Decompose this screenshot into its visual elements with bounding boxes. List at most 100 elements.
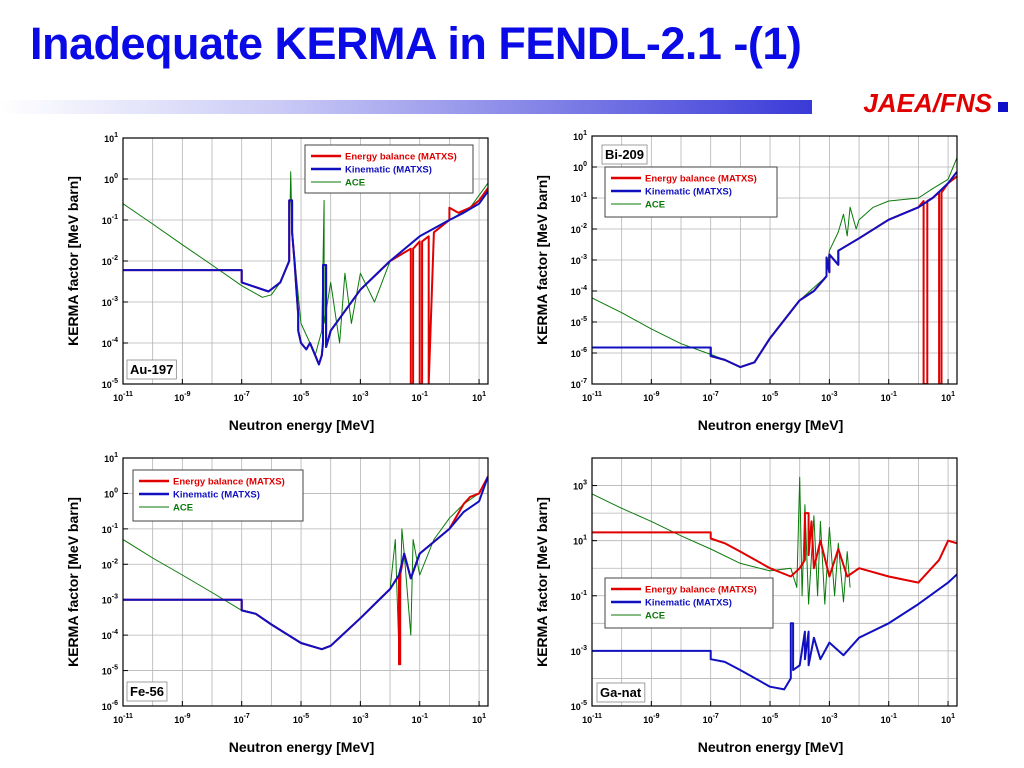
x-tick-label: 10-1 <box>881 391 897 403</box>
y-axis-title: KERMA factor [MeV barn] <box>534 497 550 667</box>
x-tick-label: 10-7 <box>703 713 719 725</box>
legend-entry: Energy balance (MATXS) <box>345 152 457 163</box>
x-tick-label: 10-9 <box>643 391 659 403</box>
x-tick-label: 10-1 <box>412 391 428 403</box>
y-tick-label: 10-4 <box>102 629 118 641</box>
y-tick-label: 10-1 <box>102 523 118 535</box>
chart-legend: Energy balance (MATXS) Kinematic (MATXS) A… <box>604 577 774 629</box>
nuclide-label-box <box>601 144 648 165</box>
y-tick-label: 101 <box>573 535 587 547</box>
x-tick-label: 101 <box>472 713 486 725</box>
x-tick-label: 10-7 <box>234 713 250 725</box>
plot-frame <box>122 457 489 707</box>
y-tick-label: 10-7 <box>571 378 587 390</box>
legend-entry: Energy balance (MATXS) <box>645 585 757 596</box>
nuclide-label: Bi-209 <box>605 147 644 162</box>
y-tick-label: 100 <box>104 173 118 185</box>
legend-entry: Kinematic (MATXS) <box>645 187 732 198</box>
x-tick-label: 10-11 <box>582 391 602 403</box>
y-axis-title: KERMA factor [MeV barn] <box>65 497 81 667</box>
y-tick-label: 10-1 <box>571 590 587 602</box>
nuclide-label: Fe-56 <box>130 684 164 699</box>
legend-entry: ACE <box>173 503 193 514</box>
y-tick-label: 101 <box>573 130 587 142</box>
series-line-kinematic-matxs <box>123 190 488 366</box>
y-tick-label: 10-5 <box>102 378 118 390</box>
y-tick-label: 100 <box>104 487 118 499</box>
x-axis-title: Neutron energy [MeV] <box>229 417 374 433</box>
x-tick-label: 101 <box>941 713 955 725</box>
nuclide-label-box <box>126 359 177 380</box>
legend-box <box>604 577 774 629</box>
legend-entry: ACE <box>345 178 365 189</box>
series-line-ace <box>592 157 957 368</box>
y-axis-title: KERMA factor [MeV barn] <box>65 176 81 346</box>
organization-label: JAEA/FNS <box>863 88 992 118</box>
y-tick-label: 10-3 <box>571 645 587 657</box>
legend-entry: ACE <box>645 200 665 211</box>
title-underline-bar <box>0 100 812 114</box>
x-tick-label: 10-1 <box>881 713 897 725</box>
y-tick-label: 10-3 <box>102 594 118 606</box>
plot-frame <box>122 137 489 385</box>
kerma-chart-au-197: 10-11 10-9 10-7 10-5 10-3 10-1 101 10-5 10-4 10-3… <box>65 132 489 433</box>
plot-frame <box>591 135 958 385</box>
x-axis-title: Neutron energy [MeV] <box>698 739 843 755</box>
x-tick-label: 10-5 <box>293 391 309 403</box>
x-tick-label: 10-3 <box>352 713 368 725</box>
y-tick-label: 10-4 <box>102 337 118 349</box>
x-tick-label: 10-11 <box>113 713 133 725</box>
y-tick-label: 10-5 <box>571 700 587 712</box>
y-tick-label: 10-3 <box>571 254 587 266</box>
y-tick-label: 103 <box>573 480 587 492</box>
y-tick-label: 10-1 <box>102 214 118 226</box>
legend-box <box>132 469 304 522</box>
y-tick-label: 100 <box>573 161 587 173</box>
legend-entry: Energy balance (MATXS) <box>645 174 757 185</box>
kerma-chart-ga-nat: 10-11 10-9 10-7 10-5 10-3 10-1 101 10-5 10-3 10-1… <box>534 457 958 755</box>
y-tick-label: 10-5 <box>571 316 587 328</box>
y-tick-label: 10-3 <box>102 296 118 308</box>
legend-entry: Kinematic (MATXS) <box>645 598 732 609</box>
nuclide-label: Au-197 <box>130 362 173 377</box>
x-tick-label: 10-9 <box>643 713 659 725</box>
x-tick-label: 10-9 <box>174 713 190 725</box>
x-tick-label: 10-5 <box>762 713 778 725</box>
nuclide-label-box <box>126 681 168 702</box>
x-tick-label: 10-5 <box>293 713 309 725</box>
x-tick-label: 101 <box>941 391 955 403</box>
legend-entry: Energy balance (MATXS) <box>173 477 285 488</box>
y-tick-label: 10-2 <box>571 223 587 235</box>
x-tick-label: 10-7 <box>234 391 250 403</box>
series-line-kinematic-matxs <box>592 171 957 369</box>
y-tick-label: 101 <box>104 452 118 464</box>
x-tick-label: 10-3 <box>352 391 368 403</box>
x-tick-label: 10-3 <box>821 391 837 403</box>
x-axis-title: Neutron energy [MeV] <box>229 739 374 755</box>
square-bullet-icon <box>998 102 1008 112</box>
x-tick-label: 10-7 <box>703 391 719 403</box>
legend-entry: Kinematic (MATXS) <box>173 490 260 501</box>
x-tick-label: 10-11 <box>113 391 133 403</box>
x-tick-label: 10-1 <box>412 713 428 725</box>
nuclide-label: Ga-nat <box>600 685 642 700</box>
y-tick-label: 10-5 <box>102 665 118 677</box>
y-tick-label: 10-6 <box>571 347 587 359</box>
series-line-energy-balance-matxs <box>592 512 957 584</box>
y-tick-label: 10-6 <box>102 700 118 712</box>
y-tick-label: 10-1 <box>571 192 587 204</box>
series-line-ace <box>123 171 488 356</box>
slide-title: Inadequate KERMA in FENDL-2.1 -(1) <box>30 18 802 69</box>
chart-legend: Energy balance (MATXS) Kinematic (MATXS) A… <box>132 469 304 522</box>
x-tick-label: 10-9 <box>174 391 190 403</box>
y-tick-label: 101 <box>104 132 118 144</box>
series-line-kinematic-matxs <box>123 476 488 651</box>
y-tick-label: 10-2 <box>102 558 118 570</box>
legend-entry: ACE <box>645 611 665 622</box>
series-line-ace <box>592 476 851 605</box>
chart-legend: Energy balance (MATXS) Kinematic (MATXS) A… <box>604 166 778 218</box>
kerma-chart-bi-209: 10-11 10-9 10-7 10-5 10-3 10-1 101 10-7 10-6 10-5… <box>534 130 958 433</box>
legend-entry: Kinematic (MATXS) <box>345 165 432 176</box>
y-tick-label: 10-2 <box>102 255 118 267</box>
